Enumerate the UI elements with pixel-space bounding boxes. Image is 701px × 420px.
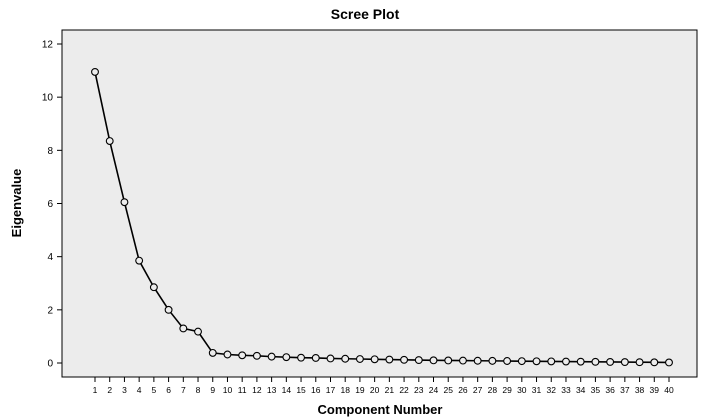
data-point-17 <box>326 354 335 363</box>
data-point-8 <box>194 327 202 336</box>
data-point-37 <box>620 358 629 367</box>
data-point-34 <box>576 357 585 366</box>
x-tick-label-8: 8 <box>196 385 201 395</box>
x-tick-label-30: 30 <box>517 385 527 395</box>
x-tick-label-40: 40 <box>664 385 674 395</box>
data-point-10 <box>223 350 232 359</box>
data-point-7 <box>179 324 188 333</box>
data-point-9 <box>208 348 217 357</box>
data-point-4 <box>135 256 144 265</box>
x-tick-label-13: 13 <box>267 385 277 395</box>
x-tick-label-20: 20 <box>370 385 380 395</box>
data-point-30 <box>517 357 526 366</box>
x-tick-label-37: 37 <box>620 385 630 395</box>
x-tick-label-3: 3 <box>122 385 127 395</box>
x-tick-label-12: 12 <box>252 385 262 395</box>
x-tick-label-39: 39 <box>650 385 660 395</box>
y-tick-label-12: 12 <box>42 40 54 51</box>
data-point-36 <box>606 357 615 366</box>
plot-area <box>61 29 698 378</box>
x-tick-label-35: 35 <box>591 385 601 395</box>
data-point-20 <box>370 355 379 364</box>
y-axis-label: Eigenvalue <box>9 169 24 238</box>
x-axis-label: Component Number <box>318 402 443 417</box>
data-point-12 <box>252 351 261 360</box>
x-tick-label-34: 34 <box>576 385 586 395</box>
data-point-3 <box>120 198 129 207</box>
x-tick-label-29: 29 <box>502 385 512 395</box>
data-point-27 <box>473 356 482 365</box>
x-tick-label-5: 5 <box>152 385 157 395</box>
x-tick-label-15: 15 <box>296 385 306 395</box>
data-point-35 <box>591 357 600 366</box>
x-tick-label-1: 1 <box>93 385 98 395</box>
x-tick-label-6: 6 <box>166 385 171 395</box>
data-point-22 <box>400 355 409 364</box>
x-tick-label-38: 38 <box>635 385 645 395</box>
data-point-21 <box>385 355 394 364</box>
x-tick-label-14: 14 <box>282 385 292 395</box>
data-point-11 <box>238 351 247 360</box>
x-tick-label-23: 23 <box>414 385 424 395</box>
y-tick-label-8: 8 <box>47 146 53 157</box>
x-tick-label-21: 21 <box>385 385 395 395</box>
x-tick-label-10: 10 <box>223 385 233 395</box>
x-tick-label-7: 7 <box>181 385 186 395</box>
x-tick-label-27: 27 <box>473 385 483 395</box>
data-point-15 <box>297 353 306 362</box>
data-point-33 <box>562 357 570 366</box>
data-point-25 <box>444 356 453 365</box>
chart-title: Scree Plot <box>331 6 400 22</box>
y-axis: 0 2 4 6 8 10 12 <box>42 40 62 370</box>
x-tick-label-16: 16 <box>311 385 321 395</box>
x-tick-label-9: 9 <box>210 385 215 395</box>
series-polyline <box>94 71 670 364</box>
x-tick-label-4: 4 <box>137 385 142 395</box>
data-point-38 <box>635 358 644 367</box>
data-point-2 <box>105 137 114 145</box>
data-point-24 <box>429 356 438 365</box>
data-point-31 <box>532 357 541 366</box>
x-tick-label-31: 31 <box>532 385 542 395</box>
y-tick-label-0: 0 <box>47 359 53 370</box>
data-point-23 <box>414 356 423 365</box>
data-point-14 <box>282 353 291 362</box>
x-tick-label-36: 36 <box>605 385 615 395</box>
y-tick-label-6: 6 <box>47 199 53 210</box>
x-tick-label-2: 2 <box>107 385 112 395</box>
x-tick-label-25: 25 <box>443 385 453 395</box>
x-tick-label-22: 22 <box>399 385 409 395</box>
data-point-28 <box>488 356 497 365</box>
x-tick-label-11: 11 <box>238 385 247 395</box>
x-tick-label-32: 32 <box>547 385 557 395</box>
x-tick-label-19: 19 <box>355 385 365 395</box>
x-tick-label-28: 28 <box>488 385 498 395</box>
x-tick-label-24: 24 <box>429 385 439 395</box>
series-markers <box>91 67 673 367</box>
data-point-18 <box>341 354 350 363</box>
data-point-5 <box>149 283 158 292</box>
data-point-16 <box>311 353 320 362</box>
data-point-26 <box>458 356 467 365</box>
y-tick-label-10: 10 <box>42 93 54 104</box>
data-point-40 <box>665 358 673 367</box>
data-point-32 <box>547 357 556 366</box>
data-point-19 <box>355 355 364 363</box>
y-tick-label-4: 4 <box>47 252 53 263</box>
x-tick-label-18: 18 <box>340 385 350 395</box>
x-axis: 1 2 3 4 5 6 7 8 9 10 11 12 13 14 15 16 17 18 19 20 21 22 23 24 2… <box>93 377 674 395</box>
data-point-6 <box>164 305 173 314</box>
series-line <box>94 71 670 364</box>
x-tick-label-33: 33 <box>561 385 571 395</box>
y-tick-label-2: 2 <box>47 305 53 316</box>
data-point-39 <box>650 358 659 367</box>
x-tick-label-26: 26 <box>458 385 468 395</box>
x-tick-label-17: 17 <box>326 385 336 395</box>
data-point-29 <box>503 357 512 365</box>
data-point-1 <box>91 67 99 76</box>
data-point-13 <box>267 352 276 361</box>
